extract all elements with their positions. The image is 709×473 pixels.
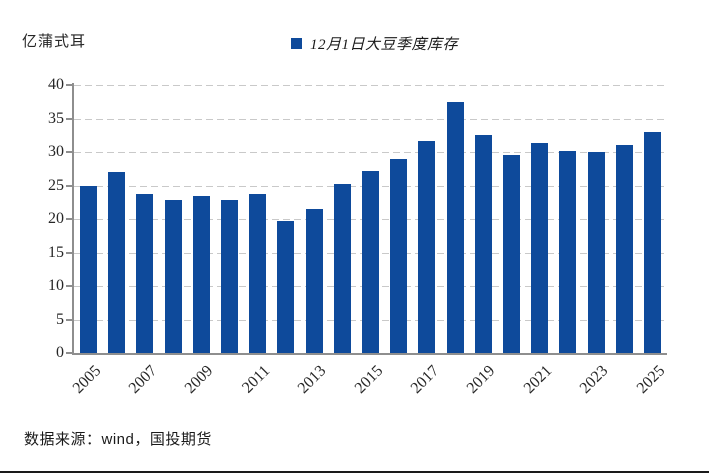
y-axis-tick-label: 0 [56, 344, 64, 361]
y-axis-unit-label: 亿蒲式耳 [22, 34, 87, 50]
x-axis-tick-label-2009: 2009 [181, 362, 217, 397]
bar-2018 [446, 102, 464, 353]
x-axis-tick-label-2015: 2015 [351, 362, 386, 397]
bar-2012 [277, 221, 295, 353]
y-axis-tick [66, 285, 72, 287]
bar-2023 [587, 152, 605, 353]
bar-2005 [80, 185, 97, 353]
bar-2007 [136, 194, 154, 353]
y-axis-tick-label: 20 [48, 210, 64, 227]
y-axis-tick-label: 15 [48, 243, 64, 261]
legend: 12月1日大豆季度库存 [291, 33, 458, 54]
bar-2024 [615, 145, 633, 353]
bar-2017 [418, 141, 436, 353]
y-axis-line [72, 83, 74, 355]
bar-2013 [305, 208, 323, 353]
y-axis-tick [66, 117, 72, 120]
x-axis-line [72, 353, 667, 355]
legend-label: 12月1日大豆季度库存 [310, 37, 459, 53]
y-axis-tick [66, 218, 72, 220]
y-axis-tick [66, 352, 72, 354]
bar-2009 [192, 196, 210, 353]
bar-2016 [390, 158, 408, 353]
x-axis-tick-label-2021: 2021 [520, 362, 556, 397]
gridline-y-30 [74, 152, 667, 153]
bar-2014 [333, 183, 351, 353]
bottom-divider [0, 471, 709, 473]
bar-2015 [362, 170, 379, 353]
x-axis-tick-label-2013: 2013 [294, 362, 330, 397]
x-axis-tick-label-2017: 2017 [407, 362, 443, 397]
x-axis-tick-label-2019: 2019 [463, 362, 499, 397]
x-axis-tick-label-2025: 2025 [633, 362, 668, 397]
y-axis-tick-label: 35 [48, 109, 64, 127]
bar-2019 [474, 135, 492, 353]
y-axis-tick [66, 84, 72, 86]
y-axis-tick [66, 251, 72, 254]
bar-2021 [531, 143, 549, 353]
legend-square-icon [291, 38, 302, 49]
x-axis-tick-label-2011: 2011 [238, 362, 274, 397]
bar-2022 [559, 150, 577, 353]
gridline-y-40 [74, 85, 667, 86]
y-axis-tick [66, 151, 72, 153]
bar-2006 [108, 172, 126, 353]
bar-2011 [249, 194, 267, 353]
y-axis-tick [66, 318, 72, 321]
y-axis-tick [66, 184, 72, 187]
y-axis-tick-label: 5 [56, 310, 64, 328]
bar-2008 [164, 200, 182, 353]
gridline-y-35 [74, 118, 667, 120]
x-axis-tick-label-2023: 2023 [576, 362, 612, 397]
plot-area: 0 5 10 15 20 25 30 35 40 2005 2007 2009 2011 2013 2015… [48, 76, 668, 397]
bar-2020 [503, 155, 520, 353]
x-axis-tick-label-2007: 2007 [125, 362, 161, 397]
x-axis-tick-label-2005: 2005 [69, 362, 104, 397]
y-axis-tick-label: 30 [48, 143, 64, 160]
bar-2010 [221, 200, 238, 353]
bar-2025 [644, 131, 661, 353]
data-source-note: 数据来源：wind，国投期货 [24, 431, 212, 448]
y-axis-tick-label: 40 [48, 76, 64, 93]
y-axis-tick-label: 25 [48, 176, 64, 194]
y-axis-tick-label: 10 [48, 277, 64, 294]
